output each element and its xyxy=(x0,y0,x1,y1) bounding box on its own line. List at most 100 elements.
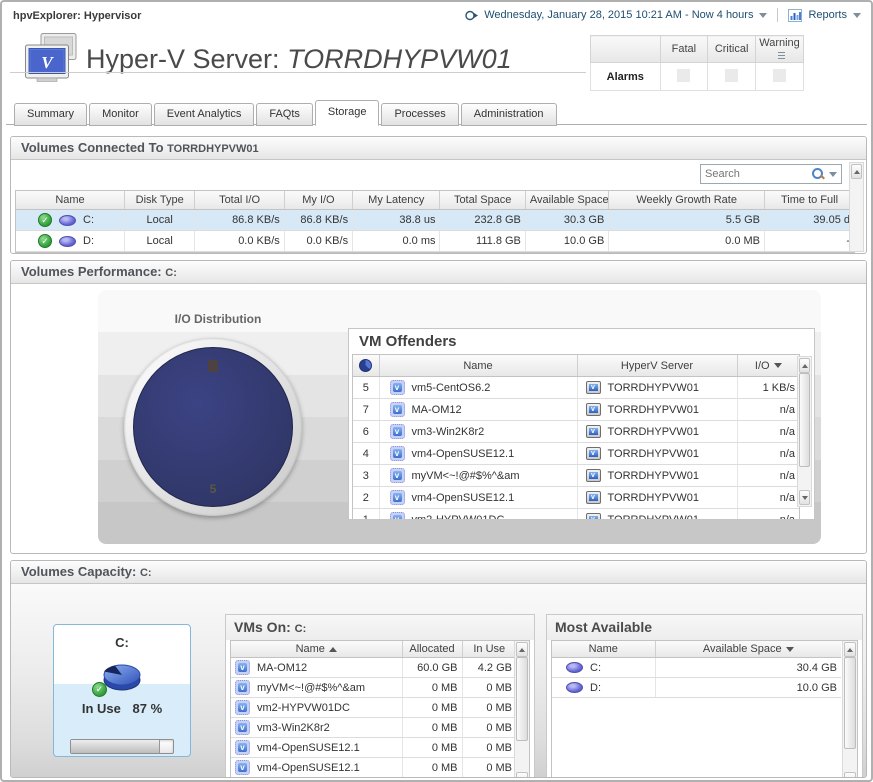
table-row[interactable]: 5 vm5-CentOS6.2 TORRDHYPVW01 1 KB/s xyxy=(353,376,799,399)
col-header-in-use[interactable]: In Use xyxy=(462,641,516,658)
table-row[interactable]: vm4-OpenSUSE12.1 0 MB 0 MB xyxy=(231,757,516,777)
volumes-connected-header: Volumes Connected To TORRDHYPVW01 xyxy=(11,137,866,160)
scroll-down-button[interactable] xyxy=(799,490,810,505)
col-header-name[interactable]: Name xyxy=(231,641,403,658)
reports-caret-icon[interactable] xyxy=(853,12,861,18)
most-available-scrollbar[interactable] xyxy=(842,641,857,777)
scroll-thumb[interactable] xyxy=(799,373,810,467)
status-ok-icon xyxy=(92,682,107,697)
hyperv-server-icon xyxy=(585,469,601,482)
table-row[interactable]: vm2-HYPVW01DC 0 MB 0 MB xyxy=(231,697,516,718)
col-header-hyperv-server[interactable]: HyperV Server xyxy=(577,355,738,377)
tab-summary[interactable]: Summary xyxy=(14,103,88,126)
alarms-col-fatal: Fatal xyxy=(659,35,709,63)
cell-in-use: 0 MB xyxy=(462,717,516,738)
col-header-my-latency[interactable]: My Latency xyxy=(352,191,441,210)
scroll-up-button[interactable] xyxy=(851,164,862,179)
table-row[interactable]: 1 vm2-HYPVW01DC TORRDHYPVW01 n/a xyxy=(353,508,799,519)
disk-icon xyxy=(59,214,76,226)
col-header-name[interactable]: Name xyxy=(552,641,656,658)
tab-administration[interactable]: Administration xyxy=(460,103,557,126)
scroll-thumb[interactable] xyxy=(516,657,528,741)
col-header-my-io[interactable]: My I/O xyxy=(284,191,354,210)
scroll-down-button[interactable] xyxy=(844,772,856,777)
cell-io: 1 KB/s xyxy=(737,376,799,399)
page-title: Hyper-V Server: TORRDHYPVW01 xyxy=(86,44,512,75)
tab-bar: Summary Monitor Event Analytics FAQts Storag… xyxy=(14,100,559,126)
col-header-vm-name[interactable]: Name xyxy=(379,355,578,377)
table-row[interactable]: vm3-Win2K8r2 0 MB 0 MB xyxy=(231,717,516,738)
scroll-thumb[interactable] xyxy=(844,657,856,749)
col-header-available-space[interactable]: Available Space xyxy=(525,191,610,210)
vm-icon xyxy=(235,760,250,775)
vms-on-scrollbar[interactable] xyxy=(514,641,529,777)
divider xyxy=(777,8,779,22)
alarms-fatal-cell[interactable] xyxy=(659,62,709,91)
table-row[interactable]: 7 MA-OM12 TORRDHYPVW01 n/a xyxy=(353,398,799,421)
table-row[interactable]: C: Local 86.8 KB/s 86.8 KB/s 38.8 us 232… xyxy=(16,209,854,231)
offenders-scrollbar[interactable] xyxy=(797,356,812,507)
cell-rank: 1 xyxy=(353,508,380,519)
col-header-available-space[interactable]: Available Space xyxy=(655,641,841,658)
time-range-label[interactable]: Wednesday, January 28, 2015 10:21 AM - N… xyxy=(484,9,754,21)
scroll-down-button[interactable] xyxy=(516,772,528,777)
cell-rank: 2 xyxy=(353,486,380,509)
alarms-warning-cell[interactable] xyxy=(755,62,804,91)
panel-scrollbar[interactable] xyxy=(849,162,864,252)
col-header-time-to-full[interactable]: Time to Full xyxy=(764,191,854,210)
table-row[interactable]: 2 vm4-OpenSUSE12.1 TORRDHYPVW01 n/a xyxy=(353,486,799,509)
search-input[interactable] xyxy=(701,168,811,180)
table-row[interactable]: D: 10.0 GB xyxy=(552,677,841,698)
capacity-pie-icon xyxy=(103,664,141,691)
col-header-total-io[interactable]: Total I/O xyxy=(194,191,285,210)
cell-allocated: 0 MB xyxy=(402,677,463,698)
cell-my-latency: 38.8 us xyxy=(352,209,441,231)
table-row[interactable]: C: 30.4 GB xyxy=(552,657,841,678)
table-row[interactable]: D: Local 0.0 KB/s 0.0 KB/s 0.0 ms 111.8 … xyxy=(16,230,854,252)
search-icon[interactable] xyxy=(811,167,825,181)
panel-title-target: TORRDHYPVW01 xyxy=(167,143,259,155)
server-name: TORRDHYPVW01 xyxy=(607,381,699,394)
io-pie-chart[interactable]: 5 xyxy=(124,338,302,516)
scroll-up-button[interactable] xyxy=(799,358,810,373)
table-row[interactable]: myVM<~!@#$%^&am 0 MB 0 MB xyxy=(231,677,516,698)
col-header-io[interactable]: I/O xyxy=(737,355,799,377)
col-header-name[interactable]: Name xyxy=(16,191,126,210)
table-row[interactable]: 6 vm3-Win2K8r2 TORRDHYPVW01 n/a xyxy=(353,420,799,443)
col-header-weekly-growth[interactable]: Weekly Growth Rate xyxy=(608,191,766,210)
col-header-total-space[interactable]: Total Space xyxy=(439,191,526,210)
col-header-allocated[interactable]: Allocated xyxy=(402,641,463,658)
cell-io: n/a xyxy=(737,420,799,443)
tab-faqts[interactable]: FAQts xyxy=(256,103,313,126)
scroll-up-button[interactable] xyxy=(516,642,528,657)
column-selector-icon[interactable] xyxy=(778,54,786,56)
alarms-row-label: Alarms xyxy=(590,62,661,91)
table-row[interactable]: MA-OM12 60.0 GB 4.2 GB xyxy=(231,657,516,678)
alarms-col-warning: Warning xyxy=(755,35,804,63)
most-available-table: Name Available Space C: 30.4 GB D: 10.0 … xyxy=(551,640,858,777)
sort-desc-icon xyxy=(785,646,794,652)
table-row[interactable]: vm4-OpenSUSE12.1 0 MB 0 MB xyxy=(231,737,516,758)
panel-title: Volumes Connected To xyxy=(21,140,164,155)
alarms-col-critical: Critical xyxy=(707,35,757,63)
scroll-up-button[interactable] xyxy=(844,642,856,657)
tab-storage[interactable]: Storage xyxy=(314,100,380,126)
table-row[interactable]: vm5-CentOS6.2 40.0 GB 1.3 GB xyxy=(231,778,516,779)
reports-label[interactable]: Reports xyxy=(808,9,847,21)
table-row[interactable]: 4 vm4-OpenSUSE12.1 TORRDHYPVW01 n/a xyxy=(353,442,799,465)
cell-weekly-growth: 0.0 MB xyxy=(608,230,766,252)
cell-server: TORRDHYPVW01 xyxy=(577,398,738,421)
time-range-caret-icon[interactable] xyxy=(759,12,768,18)
col-header-rank[interactable] xyxy=(353,355,380,377)
table-row[interactable]: 3 myVM<~!@#$%^&am TORRDHYPVW01 n/a xyxy=(353,464,799,487)
col-header-disk-type[interactable]: Disk Type xyxy=(124,191,196,210)
alarms-critical-cell[interactable] xyxy=(707,62,757,91)
tab-monitor[interactable]: Monitor xyxy=(89,103,152,126)
io-pie-slice-label: 5 xyxy=(209,482,217,496)
search-options-caret-icon[interactable] xyxy=(829,171,837,177)
volume-capacity-card[interactable]: C: In Use xyxy=(53,624,191,757)
cell-disk-type: Local xyxy=(124,209,196,231)
tab-event-analytics[interactable]: Event Analytics xyxy=(153,103,255,126)
tab-processes[interactable]: Processes xyxy=(381,103,459,126)
